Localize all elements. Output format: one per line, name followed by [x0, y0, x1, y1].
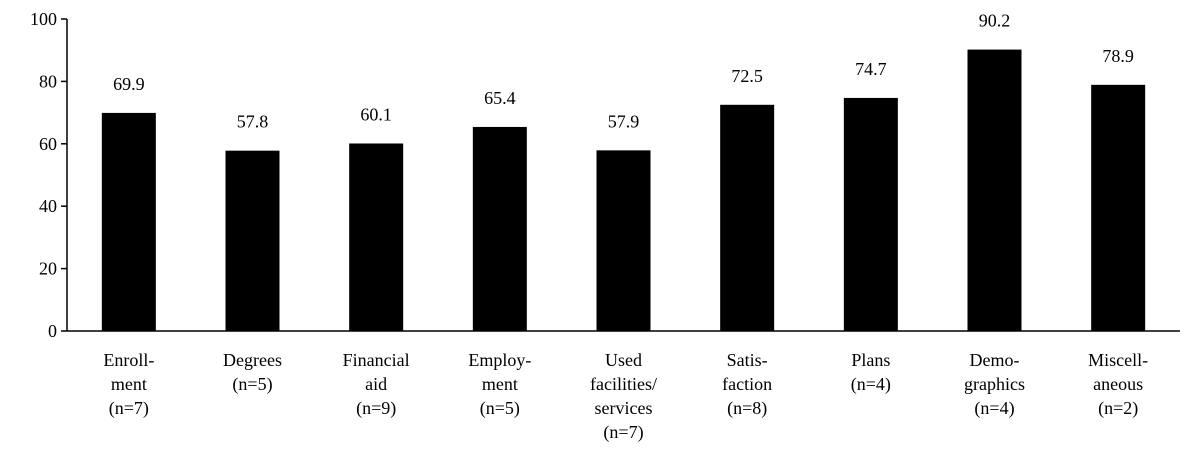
category-label-line: ment: [482, 374, 518, 394]
y-axis: 0 20 40 60 80 100: [30, 9, 68, 341]
category-label: Satis-faction (n=8): [722, 350, 772, 419]
category-label-line: aid: [365, 374, 387, 394]
category-label: Enroll-ment (n=7): [103, 350, 154, 419]
bar: [843, 97, 898, 331]
category-label-line: (n=5): [480, 398, 520, 419]
category-label-line: graphics: [964, 374, 1025, 394]
bar: [1091, 84, 1146, 331]
data-label: 72.5: [731, 66, 763, 86]
bar: [225, 150, 280, 331]
category-label: Financial aid (n=9): [343, 350, 410, 419]
category-label-line: (n=4): [974, 398, 1014, 419]
data-label: 74.7: [855, 59, 887, 79]
category-label-line: Used: [605, 350, 642, 370]
data-label: 57.8: [237, 112, 269, 132]
category-label: Plans (n=4): [851, 350, 891, 395]
y-tick-label: 100: [30, 9, 57, 29]
bars: [101, 49, 1146, 332]
category-label-line: (n=8): [727, 398, 767, 419]
category-label-line: Employ-: [468, 350, 531, 370]
y-tick-label: 20: [39, 259, 57, 279]
category-labels: Enroll-ment (n=7) Degrees (n=5) Financial aid…: [103, 350, 1148, 443]
data-label: 65.4: [484, 88, 516, 108]
category-label-line: (n=2): [1098, 398, 1138, 419]
data-label: 57.9: [608, 111, 640, 131]
bar: [720, 104, 775, 331]
bar: [596, 150, 651, 331]
y-tick-label: 60: [39, 134, 57, 154]
category-label-line: Miscell-: [1088, 350, 1148, 370]
y-tick-label: 80: [39, 71, 57, 91]
data-labels: 69.9 57.8 60.1 65.4 57.9 72.5 74.7 90.2 78.9: [113, 11, 1134, 132]
category-label-line: Financial: [343, 350, 410, 370]
category-label-line: faction: [722, 374, 772, 394]
category-label: Employ-ment (n=5): [468, 350, 531, 419]
bar: [101, 112, 156, 331]
category-label-line: Enroll-: [103, 350, 154, 370]
category-label-line: services: [595, 398, 653, 418]
category-label-line: aneous: [1093, 374, 1143, 394]
data-label: 69.9: [113, 74, 145, 94]
data-label: 90.2: [979, 11, 1011, 31]
y-tick-label: 0: [48, 321, 57, 341]
data-label: 60.1: [360, 104, 392, 124]
bar: [472, 126, 527, 332]
category-label-line: Plans: [851, 350, 890, 370]
category-label-line: (n=9): [356, 398, 396, 419]
category-label-line: ment: [111, 374, 147, 394]
category-label: Demo-graphics (n=4): [964, 350, 1025, 419]
category-label-line: (n=5): [232, 374, 272, 395]
category-label: Degrees (n=5): [223, 350, 282, 395]
category-label: Miscell-aneous (n=2): [1088, 350, 1148, 419]
bar: [967, 49, 1022, 332]
category-label-line: (n=7): [109, 398, 149, 419]
category-label-line: Satis-: [727, 350, 768, 370]
category-label-line: (n=7): [603, 422, 643, 443]
bar: [349, 143, 404, 331]
category-label-line: Demo-: [970, 350, 1020, 370]
category-label: Used facilities/services (n=7): [590, 350, 657, 443]
y-tick-label: 40: [39, 196, 57, 216]
category-label-line: facilities/: [590, 374, 657, 394]
data-label: 78.9: [1102, 46, 1134, 66]
category-label-line: Degrees: [223, 350, 282, 370]
category-label-line: (n=4): [851, 374, 891, 395]
